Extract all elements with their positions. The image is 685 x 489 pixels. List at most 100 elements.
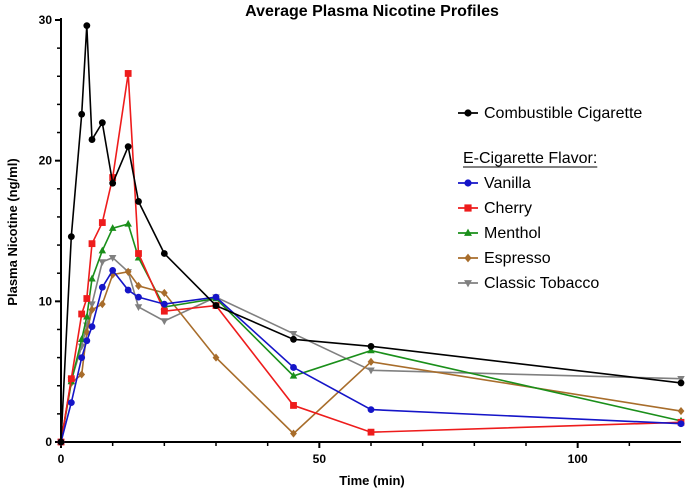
data-point — [464, 253, 472, 263]
data-point — [98, 259, 107, 267]
data-point — [78, 310, 86, 318]
data-point — [290, 429, 297, 438]
data-point — [78, 370, 86, 379]
data-point — [108, 255, 117, 262]
y-axis-label: Plasma Nicotine (ng/ml) — [5, 158, 20, 305]
data-point — [464, 109, 472, 117]
y-tick-label: 20 — [39, 154, 53, 168]
data-point — [124, 219, 132, 227]
data-point — [160, 300, 168, 308]
data-point — [367, 406, 375, 414]
legend: Combustible Cigarette E-Cigarette Flavor:… — [458, 105, 642, 292]
data-point — [160, 318, 169, 326]
data-point — [109, 266, 117, 274]
series-line — [60, 269, 682, 443]
data-point — [98, 246, 107, 254]
x-tick-label: 0 — [58, 452, 65, 466]
data-point — [108, 224, 117, 231]
data-point — [134, 304, 143, 312]
data-point — [83, 295, 91, 302]
data-point — [464, 280, 472, 288]
data-point — [88, 323, 96, 331]
data-point — [67, 375, 75, 383]
data-point — [83, 312, 91, 320]
series-layer — [57, 22, 685, 447]
data-point — [57, 438, 65, 446]
data-point — [289, 330, 298, 338]
series-vanilla — [57, 266, 685, 446]
data-point — [124, 70, 132, 77]
legend-label: Espresso — [484, 250, 551, 267]
data-point — [464, 228, 472, 236]
y-tick-label: 30 — [39, 13, 53, 27]
data-point — [88, 240, 96, 248]
data-point — [83, 337, 91, 345]
data-point — [160, 250, 168, 257]
data-point — [677, 406, 685, 416]
data-point — [88, 305, 96, 314]
data-point — [135, 281, 142, 290]
x-axis-label: Time (min) — [339, 473, 405, 488]
data-point — [135, 250, 142, 257]
data-point — [290, 402, 297, 409]
x-tick-label: 50 — [313, 452, 327, 466]
data-point — [160, 307, 168, 315]
data-point — [109, 179, 117, 187]
data-point — [367, 342, 375, 350]
x-tick-label: 100 — [568, 452, 588, 466]
data-point — [367, 346, 375, 354]
legend-label: Combustible Cigarette — [484, 105, 642, 122]
legend-header: E-Cigarette Flavor: — [463, 150, 597, 167]
data-point — [290, 335, 297, 343]
series-line — [60, 73, 682, 443]
data-point — [367, 357, 375, 366]
data-point — [124, 143, 132, 151]
data-point — [677, 375, 685, 383]
data-point — [78, 110, 86, 118]
data-point — [135, 293, 142, 301]
data-point — [464, 204, 472, 212]
data-point — [83, 328, 91, 337]
series-line — [60, 25, 682, 443]
legend-item-combustible-cigarette: Combustible Cigarette — [458, 105, 642, 122]
data-point — [67, 233, 75, 241]
series-line — [60, 256, 682, 443]
data-point — [677, 379, 685, 387]
axes: 0 10 20 30 0 50 100 — [39, 13, 681, 466]
data-point — [290, 364, 297, 371]
y-tick-label: 10 — [39, 294, 53, 308]
data-point — [135, 198, 142, 205]
legend-label: Classic Tobacco — [484, 275, 599, 292]
chart-title: Average Plasma Nicotine Profiles — [245, 3, 499, 20]
legend-item-vanilla: Vanilla — [458, 175, 531, 192]
series-line — [60, 270, 682, 443]
data-point — [212, 353, 220, 362]
data-point — [88, 136, 96, 143]
data-point — [367, 367, 375, 375]
series-combustible-cigarette — [57, 22, 685, 446]
legend-label: Vanilla — [484, 175, 531, 192]
series-line — [60, 223, 682, 443]
legend-item-classic-tobacco: Classic Tobacco — [458, 275, 599, 292]
legend-item-espresso: Espresso — [458, 250, 551, 267]
data-point — [677, 420, 685, 428]
data-point — [367, 428, 375, 436]
legend-label: Menthol — [484, 225, 541, 242]
data-point — [212, 302, 220, 309]
series-cherry — [57, 70, 685, 446]
data-point — [88, 274, 96, 282]
legend-label: Cherry — [484, 200, 532, 217]
data-point — [78, 354, 86, 361]
legend-item-menthol: Menthol — [458, 225, 541, 242]
data-point — [124, 267, 132, 276]
data-point — [67, 399, 75, 407]
data-point — [109, 174, 117, 181]
legend-item-cherry: Cherry — [458, 200, 532, 217]
data-point — [88, 301, 96, 309]
data-point — [212, 293, 220, 301]
data-point — [98, 119, 106, 127]
data-point — [98, 219, 106, 226]
data-point — [464, 179, 472, 187]
data-point — [98, 300, 106, 309]
